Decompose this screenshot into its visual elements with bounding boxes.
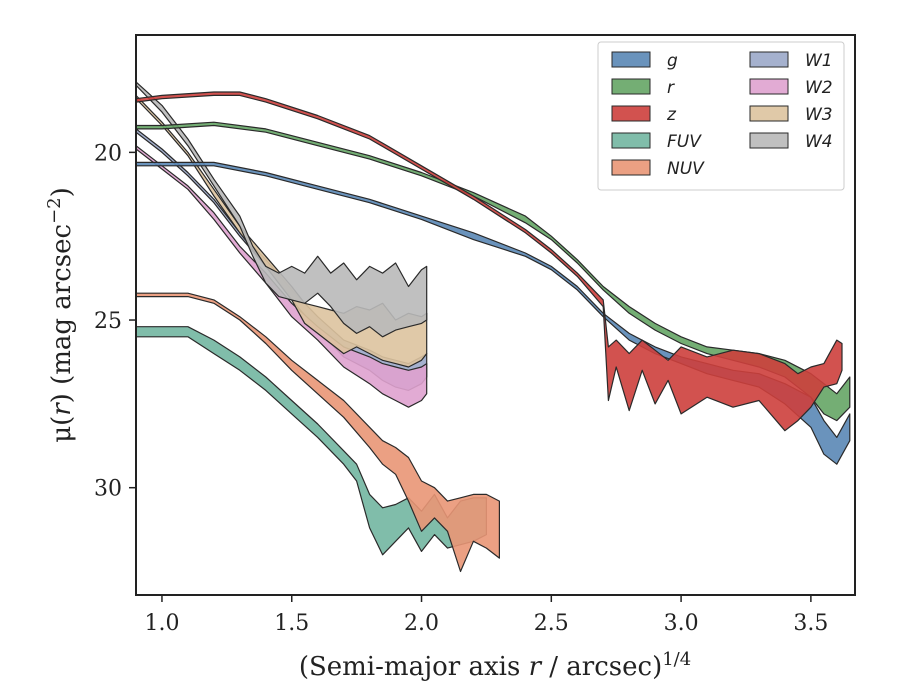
x-tick-label: 2.5 [534, 611, 569, 636]
series-band-w4 [136, 81, 428, 338]
ticks-layer: 1.0 1.5 2.0 2.5 3.0 3.5 20 25 30 [94, 141, 828, 636]
legend-swatch-fuv [611, 132, 651, 149]
legend-swatch-w1 [749, 51, 789, 68]
legend-label-z: z [666, 105, 677, 125]
legend-label-r: r [667, 78, 675, 98]
legend-swatch-g [611, 51, 651, 68]
legend: grz FUV NUV W1 W2 W3 W4 [597, 41, 845, 191]
y-tick-label: 25 [94, 309, 122, 334]
legend-label-w1: W1 [805, 51, 833, 71]
series-band-g [136, 161, 851, 465]
series-band-z [136, 91, 843, 432]
legend-swatch-r [611, 78, 651, 95]
x-tick-label: 3.5 [793, 611, 828, 636]
legend-label-w3: W3 [805, 105, 833, 125]
legend-label-w2: W2 [805, 78, 833, 98]
x-tick-label: 1.0 [144, 611, 179, 636]
x-axis-title: (Semi-major axis r / arcsec)1/4 [299, 649, 691, 682]
plot-frame [135, 34, 856, 596]
series-band-nuv [136, 292, 500, 573]
series-band-fuv [136, 326, 487, 556]
legend-swatch-w2 [749, 78, 789, 95]
legend-swatch-nuv [611, 159, 651, 176]
legend-label-g: g [667, 51, 678, 71]
x-tick-label: 3.0 [664, 611, 699, 636]
series-layer [136, 81, 851, 573]
legend-swatch-z [611, 105, 651, 122]
x-tick-label: 1.5 [274, 611, 309, 636]
legend-label-nuv: NUV [667, 159, 705, 179]
y-tick-label: 30 [94, 477, 122, 502]
y-tick-label: 20 [94, 141, 122, 166]
legend-label-w4: W4 [805, 132, 833, 152]
y-axis-title: μ(r) (mag arcsec−2) [44, 187, 77, 443]
x-tick-label: 2.0 [404, 611, 439, 636]
legend-label-fuv: FUV [667, 132, 702, 152]
legend-swatch-w4 [749, 132, 789, 149]
legend-swatch-w3 [749, 105, 789, 122]
